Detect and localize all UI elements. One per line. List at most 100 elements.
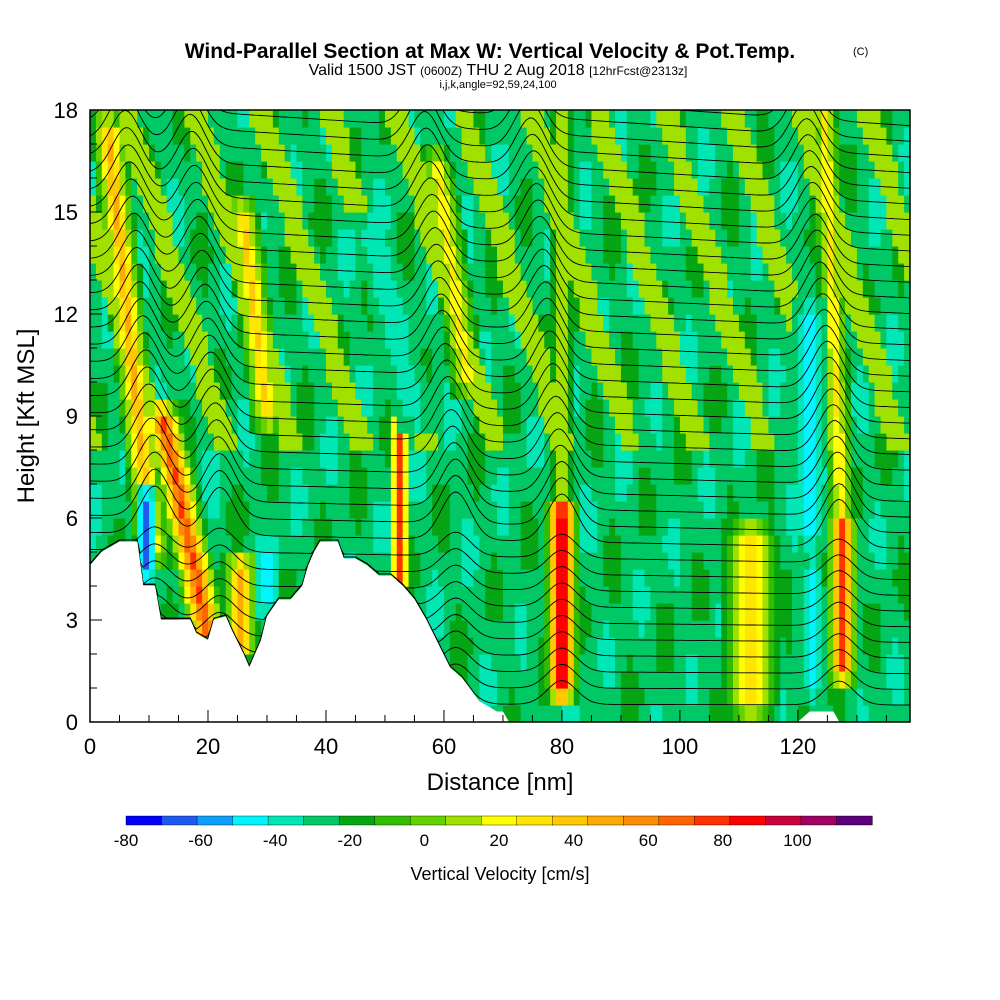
- field-cell: [508, 212, 516, 230]
- field-cell: [408, 178, 416, 196]
- field-cell: [225, 280, 233, 298]
- field-cell: [744, 654, 752, 672]
- field-cell: [207, 212, 215, 230]
- field-cell: [544, 314, 551, 332]
- field-cell: [585, 620, 593, 638]
- field-cell: [644, 671, 652, 689]
- field-cell: [408, 433, 416, 451]
- field-cell: [685, 603, 693, 621]
- field-cell: [390, 535, 398, 553]
- field-cell: [644, 705, 652, 722]
- field-cell: [143, 212, 150, 230]
- field-cell: [662, 620, 669, 638]
- field-cell: [343, 399, 351, 417]
- field-cell: [868, 637, 876, 655]
- field-cell: [520, 535, 528, 553]
- field-cell: [727, 263, 734, 281]
- field-cell: [668, 569, 675, 587]
- field-cell: [851, 399, 858, 417]
- field-cell: [656, 484, 663, 502]
- field-cell: [390, 212, 398, 230]
- field-cell: [679, 484, 687, 502]
- field-cell: [119, 484, 126, 502]
- field-cell: [467, 552, 475, 570]
- field-cell: [461, 382, 469, 400]
- field-cell: [113, 365, 121, 383]
- field-cell: [237, 484, 244, 502]
- field-cell: [137, 178, 144, 196]
- field-cell: [367, 314, 374, 332]
- field-cell: [674, 603, 681, 621]
- field-cell: [880, 569, 887, 587]
- field-cell: [650, 331, 657, 349]
- field-cell: [579, 501, 587, 519]
- field-cell: [851, 433, 858, 451]
- field-cell: [868, 552, 876, 570]
- field-cell: [402, 399, 410, 417]
- field-cell: [355, 297, 362, 315]
- field-cell: [355, 195, 362, 213]
- field-cell: [337, 161, 345, 179]
- field-cell: [550, 229, 557, 247]
- field-cell: [308, 365, 315, 383]
- field-cell: [190, 246, 197, 264]
- field-cell: [839, 263, 846, 281]
- field-cell: [497, 603, 504, 621]
- field-cell: [373, 399, 380, 417]
- field-cell: [290, 110, 298, 128]
- field-cell: [367, 501, 374, 519]
- field-cell: [367, 144, 374, 162]
- field-cell: [750, 161, 758, 179]
- field-cell: [249, 637, 256, 655]
- field-cell: [154, 110, 162, 128]
- field-cell: [166, 348, 174, 366]
- field-cell: [432, 433, 439, 451]
- field-cell: [196, 161, 203, 179]
- field-cell: [373, 416, 380, 434]
- field-cell: [544, 297, 551, 315]
- field-cell: [697, 603, 705, 621]
- field-cell: [207, 110, 215, 128]
- field-cell: [691, 212, 699, 230]
- field-cell: [325, 399, 333, 417]
- field-cell: [396, 263, 404, 281]
- field-cell: [414, 467, 421, 485]
- field-cell: [803, 552, 811, 570]
- field-cell: [750, 314, 758, 332]
- field-cell: [792, 552, 799, 570]
- field-cell: [160, 229, 168, 247]
- field-cell: [821, 671, 829, 689]
- field-cell: [261, 365, 268, 383]
- field-cell: [797, 501, 805, 519]
- field-cell: [514, 348, 522, 366]
- field-cell: [331, 212, 339, 230]
- chart-subtitle: Valid 1500 JST (0600Z) THU 2 Aug 2018 [1…: [309, 62, 688, 79]
- field-cell: [786, 467, 793, 485]
- field-cell: [485, 518, 492, 536]
- field-cell: [774, 501, 781, 519]
- field-cell: [556, 671, 563, 689]
- field-cell: [644, 501, 652, 519]
- field-cell: [355, 484, 362, 502]
- field-cell: [443, 280, 451, 298]
- field-cell: [567, 416, 575, 434]
- field-cell: [408, 484, 416, 502]
- field-cell: [591, 450, 598, 468]
- field-cell: [438, 382, 445, 400]
- field-cell: [762, 450, 770, 468]
- field-cell: [284, 399, 292, 417]
- field-cell: [408, 569, 416, 587]
- field-cell: [225, 450, 233, 468]
- field-cell: [449, 229, 457, 247]
- field-cell: [827, 603, 834, 621]
- field-cell: [738, 637, 746, 655]
- field-cell: [384, 348, 392, 366]
- field-cell: [443, 297, 451, 315]
- field-cell: [668, 501, 675, 519]
- field-cell: [402, 467, 410, 485]
- field-cell: [178, 603, 185, 621]
- field-cell: [361, 552, 368, 570]
- field-cell: [685, 586, 693, 604]
- field-cell: [809, 654, 817, 672]
- field-cell: [491, 297, 498, 315]
